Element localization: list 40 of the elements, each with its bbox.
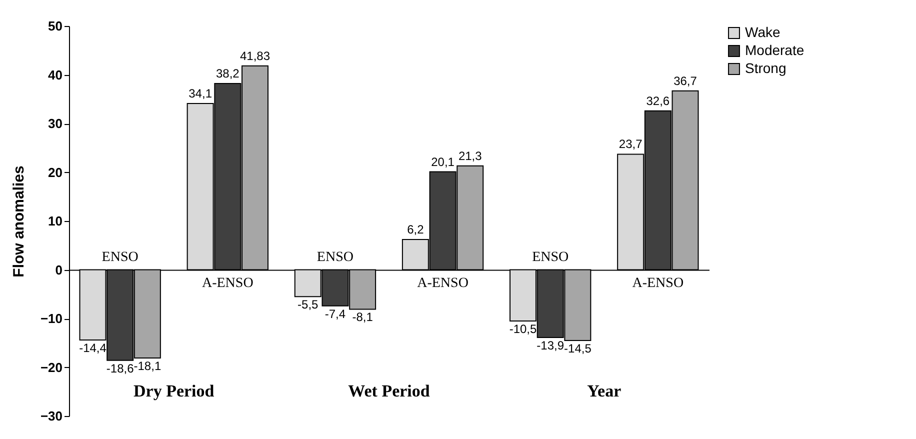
y-tick-label: 20: [48, 164, 62, 180]
y-tick-label: 0: [55, 262, 62, 278]
data-label: -5,5: [298, 298, 319, 312]
x-tick-label: ENSO: [532, 250, 569, 265]
annotation: Year: [587, 382, 622, 401]
x-tick-label: A-ENSO: [417, 276, 468, 291]
annotation: Dry Period: [134, 382, 215, 401]
x-tick-label: A-ENSO: [632, 276, 684, 291]
data-label: -7,4: [324, 306, 346, 321]
data-label: -18,6: [106, 361, 134, 376]
y-tick-label: −30: [40, 408, 62, 424]
data-label: -8,1: [352, 310, 374, 324]
data-label: 21,3: [458, 148, 482, 163]
data-label: 32,6: [646, 94, 670, 108]
data-label: -14,5: [564, 341, 592, 356]
x-tick-label: ENSO: [316, 250, 354, 265]
legend-label: Moderate: [745, 42, 804, 58]
data-label: 20,1: [431, 154, 455, 169]
legend-label: Strong: [745, 60, 786, 76]
data-label: 6,2: [407, 222, 424, 237]
y-tick-label: 30: [48, 116, 62, 131]
data-label: 34,1: [188, 86, 212, 101]
data-label: 36,7: [674, 74, 698, 88]
y-tick-label: 50: [48, 18, 62, 34]
y-tick-label: 40: [48, 67, 62, 82]
data-label: -18,1: [134, 358, 162, 373]
y-tick-label: −10: [40, 311, 62, 326]
legend-label: Wake: [745, 24, 780, 40]
data-label: -10,5: [509, 322, 537, 336]
x-tick-label: ENSO: [102, 250, 138, 265]
data-label: 41,83: [240, 48, 270, 63]
data-label: -14,4: [79, 340, 107, 355]
y-tick-label: 10: [48, 214, 62, 228]
annotation: Wet Period: [348, 382, 430, 401]
data-label: 38,2: [216, 66, 240, 81]
y-tick-label: −20: [40, 360, 62, 375]
y-axis-title: Flow anomalies: [10, 166, 28, 278]
data-label: 23,7: [618, 137, 643, 152]
data-label: -13,9: [536, 338, 564, 353]
x-tick-label: A-ENSO: [202, 276, 254, 291]
